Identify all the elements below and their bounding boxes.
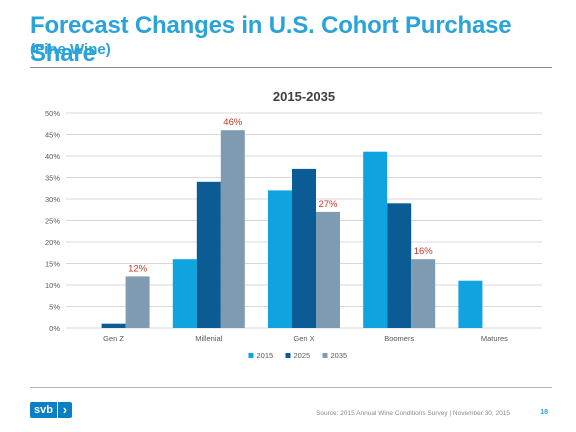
title-divider xyxy=(30,67,552,68)
y-tick-label: 50% xyxy=(45,109,60,118)
x-tick-label: Gen Z xyxy=(103,334,124,343)
legend-swatch xyxy=(322,353,328,358)
legend-swatch xyxy=(248,353,254,358)
y-tick-label: 15% xyxy=(45,260,60,269)
legend-label: 2035 xyxy=(331,351,348,360)
bar-gen-x-2015 xyxy=(268,190,292,328)
data-label: 12% xyxy=(128,263,148,274)
bar-boomers-2025 xyxy=(387,203,412,328)
bar-gen-x-2035 xyxy=(316,211,340,328)
svb-logo: svb › xyxy=(30,402,72,418)
bar-millenial-2035 xyxy=(220,130,245,328)
page-number: 18 xyxy=(540,409,548,416)
footer-divider xyxy=(30,387,552,388)
bar-boomers-2035 xyxy=(411,259,436,328)
logo-text: svb xyxy=(30,402,57,418)
x-tick-label: Gen X xyxy=(293,334,314,343)
bar-gen-z-2025 xyxy=(101,323,126,328)
legend-label: 2025 xyxy=(294,351,311,360)
y-tick-label: 45% xyxy=(45,131,60,140)
x-tick-label: Boomers xyxy=(384,334,414,343)
data-label: 16% xyxy=(414,246,434,257)
bar-millenial-2025 xyxy=(196,181,221,328)
y-tick-label: 35% xyxy=(45,174,60,183)
bar-gen-z-2035 xyxy=(125,276,150,328)
legend-label: 2015 xyxy=(257,351,274,360)
bar-gen-x-2025 xyxy=(292,168,316,328)
chevron-right-icon: › xyxy=(57,402,72,418)
x-tick-label: Matures xyxy=(481,334,508,343)
bar-millenial-2015 xyxy=(172,259,197,328)
y-tick-label: 25% xyxy=(45,217,60,226)
y-tick-label: 0% xyxy=(49,324,60,333)
y-tick-label: 10% xyxy=(45,281,60,290)
x-tick-label: Millenial xyxy=(195,334,222,343)
y-tick-label: 5% xyxy=(49,303,60,312)
y-tick-label: 30% xyxy=(45,195,60,204)
source-note: Source: 2015 Annual Wine Conditions Surv… xyxy=(316,410,510,417)
bar-boomers-2015 xyxy=(363,151,388,328)
y-tick-label: 40% xyxy=(45,152,60,161)
bar-chart: 2015-2035 0% 5% 10% 15% 20% 25% 30% 35% 40% 45% 50%… xyxy=(45,89,542,360)
data-label: 46% xyxy=(223,117,243,128)
chart-title: 2015-2035 xyxy=(273,89,335,104)
y-tick-label: 20% xyxy=(45,238,60,247)
legend-swatch xyxy=(285,353,291,358)
bar-matures-2015 xyxy=(458,280,483,328)
slide-subtitle: (Fine Wine) xyxy=(30,41,111,58)
data-label: 27% xyxy=(318,199,338,210)
slide-title: Forecast Changes in U.S. Cohort Purchase… xyxy=(30,12,512,67)
